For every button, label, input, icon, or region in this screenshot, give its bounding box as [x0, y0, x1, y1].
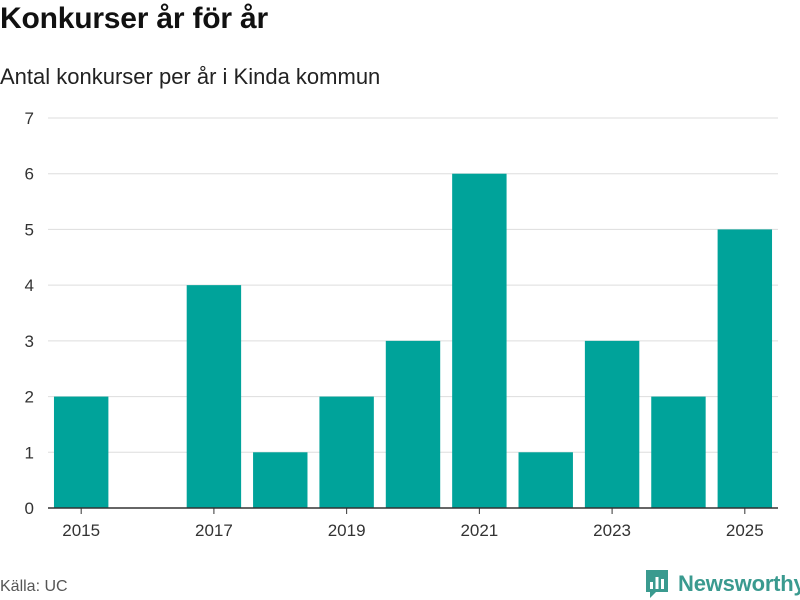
- bar-2018: [253, 452, 308, 508]
- chart-subtitle: Antal konkurser per år i Kinda kommun: [0, 64, 381, 89]
- y-tick-label: 1: [25, 443, 34, 462]
- y-tick-label: 2: [25, 388, 34, 407]
- bar-2020: [385, 340, 441, 508]
- x-tick-label: 2021: [460, 521, 498, 540]
- axes: 0 1 2 3 4 5 6 7 2015 2017 2019 2021 2023 2025: [25, 109, 778, 540]
- y-tick-label: 3: [25, 332, 34, 351]
- newsworthy-logo-icon: [646, 570, 668, 598]
- brand-name: Newsworthy: [678, 571, 800, 596]
- bar-2021: [452, 173, 507, 508]
- chart-title: Konkurser år för år: [0, 2, 268, 35]
- y-tick-label: 7: [25, 109, 34, 128]
- y-tick-label: 6: [25, 165, 34, 184]
- source-note: Källa: UC: [0, 578, 68, 595]
- bar-2015: [53, 396, 109, 508]
- y-tick-label: 4: [25, 276, 34, 295]
- bar-2024: [651, 396, 706, 508]
- bar-2025: [717, 229, 773, 508]
- y-tick-label: 0: [25, 499, 34, 518]
- bar-2019: [319, 396, 374, 508]
- bar-2017: [186, 285, 242, 508]
- bars: [53, 173, 773, 508]
- x-tick-label: 2019: [328, 521, 366, 540]
- x-tick-label: 2023: [593, 521, 631, 540]
- x-tick-label: 2015: [62, 521, 100, 540]
- bar-2022: [518, 452, 573, 508]
- x-tick-label: 2017: [195, 521, 233, 540]
- x-tick-label: 2025: [726, 521, 764, 540]
- brand-logo: Newsworthy: [644, 568, 800, 600]
- bar-2023: [584, 340, 640, 508]
- y-tick-label: 5: [25, 220, 34, 239]
